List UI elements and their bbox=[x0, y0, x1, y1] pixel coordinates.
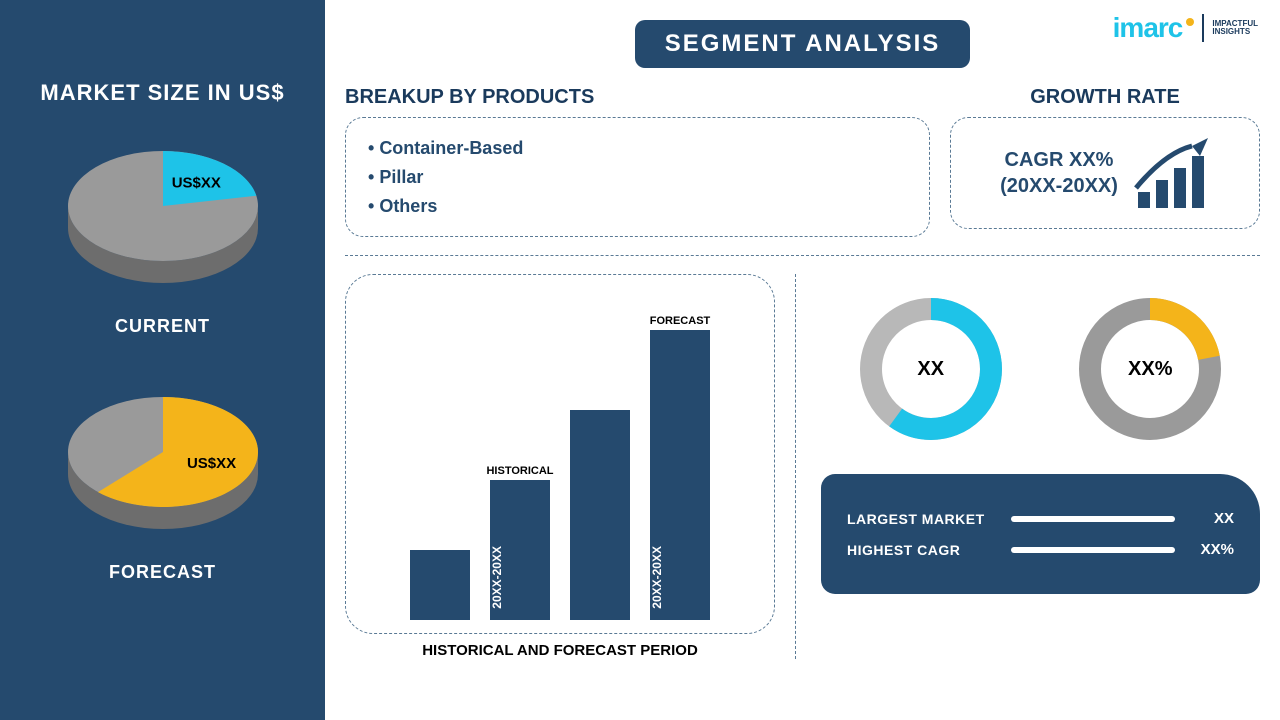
metric-bar bbox=[1011, 547, 1175, 553]
pie-forecast-svg: US$XX bbox=[53, 382, 273, 542]
svg-text:US$XX: US$XX bbox=[186, 455, 235, 472]
product-item: Pillar bbox=[368, 163, 907, 192]
bar-period-label: 20XX-20XX bbox=[650, 546, 664, 609]
metric-row: HIGHEST CAGR XX% bbox=[847, 541, 1234, 558]
metric-value: XX% bbox=[1189, 541, 1234, 558]
growth-line2: (20XX-20XX) bbox=[1000, 175, 1118, 197]
row-top: BREAKUP BY PRODUCTS Container-BasedPilla… bbox=[345, 86, 1260, 237]
donut-left: XX bbox=[856, 294, 1006, 444]
bar bbox=[410, 550, 470, 620]
logo-dot-icon bbox=[1186, 18, 1194, 26]
svg-text:US$XX: US$XX bbox=[171, 175, 220, 192]
metrics-card: LARGEST MARKET XX HIGHEST CAGR XX% bbox=[821, 474, 1260, 594]
bar-rect: 20XX-20XX bbox=[650, 330, 710, 620]
growth-chart-icon bbox=[1130, 138, 1210, 208]
donut-right-value: XX% bbox=[1128, 358, 1172, 381]
logo-text: imarc bbox=[1113, 12, 1183, 44]
donut-left-value: XX bbox=[917, 358, 944, 381]
logo-tag-2: INSIGHTS bbox=[1212, 28, 1258, 36]
product-item: Others bbox=[368, 192, 907, 221]
main-area: imarc IMPACTFUL INSIGHTS SEGMENT ANALYSI… bbox=[325, 0, 1280, 720]
metric-label: LARGEST MARKET bbox=[847, 511, 997, 527]
metric-row: LARGEST MARKET XX bbox=[847, 510, 1234, 527]
growth-title: GROWTH RATE bbox=[950, 86, 1260, 109]
bar-chart: HISTORICAL20XX-20XXFORECAST20XX-20XX bbox=[366, 287, 754, 625]
pie-forecast-label: FORECAST bbox=[109, 562, 216, 583]
sidebar: MARKET SIZE IN US$ US$XX CURRENT US$XX F… bbox=[0, 0, 325, 720]
bar-tag: HISTORICAL bbox=[486, 465, 553, 477]
bar-rect bbox=[570, 410, 630, 620]
growth-box: CAGR XX% (20XX-20XX) bbox=[950, 117, 1260, 229]
pie-forecast: US$XX FORECAST bbox=[53, 382, 273, 583]
products-title: BREAKUP BY PRODUCTS bbox=[345, 86, 930, 109]
row-bottom: HISTORICAL20XX-20XXFORECAST20XX-20XX HIS… bbox=[345, 255, 1260, 659]
growth-block: GROWTH RATE CAGR XX% (20XX-20XX) bbox=[950, 86, 1260, 237]
pie-current-svg: US$XX bbox=[53, 136, 273, 296]
bar-tag: FORECAST bbox=[650, 315, 711, 327]
growth-text: CAGR XX% (20XX-20XX) bbox=[1000, 147, 1118, 199]
forecast-caption: HISTORICAL AND FORECAST PERIOD bbox=[422, 642, 698, 659]
logo: imarc IMPACTFUL INSIGHTS bbox=[1113, 12, 1258, 44]
metric-bar bbox=[1011, 516, 1175, 522]
products-box: Container-BasedPillarOthers bbox=[345, 117, 930, 237]
metric-label: HIGHEST CAGR bbox=[847, 542, 997, 558]
page-title: SEGMENT ANALYSIS bbox=[635, 20, 971, 68]
bar bbox=[570, 410, 630, 620]
product-item: Container-Based bbox=[368, 134, 907, 163]
metric-value: XX bbox=[1189, 510, 1234, 527]
pie-current-label: CURRENT bbox=[115, 316, 210, 337]
products-list: Container-BasedPillarOthers bbox=[368, 134, 907, 220]
growth-line1: CAGR XX% bbox=[1005, 149, 1114, 171]
bar-rect bbox=[410, 550, 470, 620]
bar: HISTORICAL20XX-20XX bbox=[490, 465, 550, 620]
donut-row: XX XX% bbox=[821, 294, 1260, 444]
logo-tagline: IMPACTFUL INSIGHTS bbox=[1212, 20, 1258, 36]
sidebar-title: MARKET SIZE IN US$ bbox=[40, 80, 284, 106]
bar-rect: 20XX-20XX bbox=[490, 480, 550, 620]
stats-block: XX XX% LARGEST MARKET XX HIGHEST CAGR XX% bbox=[795, 274, 1260, 659]
bar: FORECAST 20XX-20XX bbox=[650, 315, 710, 620]
products-block: BREAKUP BY PRODUCTS Container-BasedPilla… bbox=[345, 86, 930, 237]
pie-current: US$XX CURRENT bbox=[53, 136, 273, 337]
logo-separator bbox=[1202, 14, 1204, 42]
forecast-block: HISTORICAL20XX-20XXFORECAST20XX-20XX HIS… bbox=[345, 274, 775, 659]
forecast-box: HISTORICAL20XX-20XXFORECAST20XX-20XX bbox=[345, 274, 775, 634]
donut-right: XX% bbox=[1075, 294, 1225, 444]
bar-period-label: 20XX-20XX bbox=[490, 546, 504, 609]
